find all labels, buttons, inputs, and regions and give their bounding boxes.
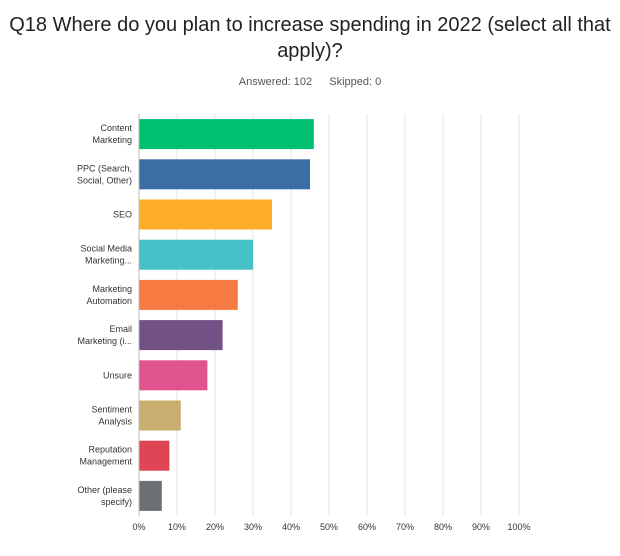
bar xyxy=(139,360,208,391)
category-label: Marketing (i... xyxy=(77,336,132,346)
category-label: Marketing xyxy=(92,135,132,145)
x-tick-label: 10% xyxy=(168,522,186,532)
category-label: Management xyxy=(79,457,132,467)
skipped-count: Skipped: 0 xyxy=(329,76,382,88)
bar xyxy=(139,199,272,230)
category-label: specify) xyxy=(101,497,132,507)
bar xyxy=(139,480,162,511)
category-label: Social, Other) xyxy=(77,175,132,185)
x-tick-label: 30% xyxy=(244,522,262,532)
response-summary: Answered: 102 Skipped: 0 xyxy=(0,76,620,88)
category-label: Social Media xyxy=(80,244,132,254)
category-label: Automation xyxy=(86,296,132,306)
category-label: Content xyxy=(100,123,132,133)
x-tick-label: 80% xyxy=(434,522,452,532)
x-tick-label: 0% xyxy=(132,522,145,532)
bar xyxy=(139,119,314,150)
x-tick-label: 40% xyxy=(282,522,300,532)
category-label: PPC (Search, xyxy=(77,163,132,173)
category-label: Analysis xyxy=(98,417,132,427)
x-tick-label: 90% xyxy=(472,522,490,532)
bar xyxy=(139,400,181,431)
category-label: Reputation xyxy=(88,445,132,455)
category-label: Marketing... xyxy=(85,256,132,266)
bar xyxy=(139,279,238,310)
bar xyxy=(139,159,310,190)
x-tick-label: 50% xyxy=(320,522,338,532)
answered-count: Answered: 102 xyxy=(238,76,313,88)
x-tick-label: 100% xyxy=(507,522,530,532)
chart-title: Q18 Where do you plan to increase spendi… xyxy=(9,14,611,62)
bar xyxy=(139,320,223,351)
category-label: Marketing xyxy=(92,284,132,294)
category-label: Sentiment xyxy=(91,405,132,415)
x-tick-label: 60% xyxy=(358,522,376,532)
category-label: Other (please xyxy=(77,485,132,495)
bar xyxy=(139,239,253,270)
category-label: SEO xyxy=(113,210,132,220)
category-label: Unsure xyxy=(103,370,132,380)
x-tick-label: 70% xyxy=(396,522,414,532)
category-label: Email xyxy=(109,324,132,334)
x-tick-label: 20% xyxy=(206,522,224,532)
bar xyxy=(139,440,170,471)
